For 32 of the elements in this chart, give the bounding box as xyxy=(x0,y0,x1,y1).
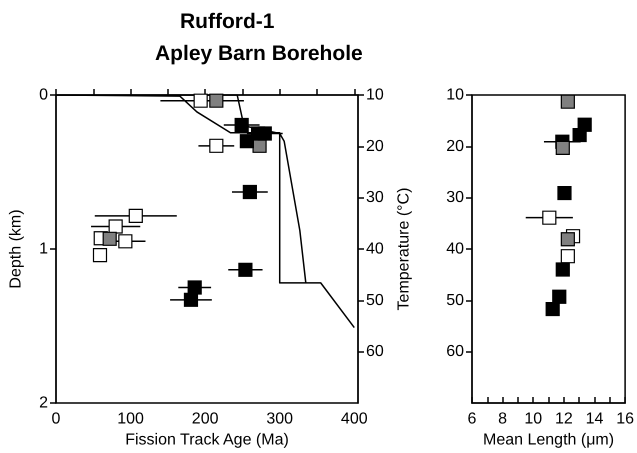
x-tick-label: 200 xyxy=(192,410,219,428)
y-axis-title: Depth (km) xyxy=(8,209,24,289)
y-tick-label: 10 xyxy=(446,86,464,104)
x-tick-label: 100 xyxy=(117,410,144,428)
chart-title: Rufford-1 xyxy=(180,10,275,33)
y2-axis-title: Temperature (°C) xyxy=(396,188,412,310)
y-tick-label: 0 xyxy=(39,86,48,104)
y-tick-label: 40 xyxy=(446,240,464,258)
x-axis-title: Mean Length (μm) xyxy=(483,431,614,448)
y2-tick-label: 20 xyxy=(366,138,384,155)
y2-tick-label: 30 xyxy=(366,189,384,206)
y-tick-label: 20 xyxy=(446,138,464,155)
x-axis-title: Fission Track Age (Ma) xyxy=(125,431,289,448)
x-tick-label: 6 xyxy=(468,410,477,428)
y2-tick-label: 40 xyxy=(366,240,384,258)
y2-tick-label: 50 xyxy=(366,292,384,309)
x-tick-label: 400 xyxy=(340,410,368,428)
chart-subtitle: Apley Barn Borehole xyxy=(155,42,363,65)
y2-tick-label: 60 xyxy=(366,343,384,360)
x-tick-label: 0 xyxy=(52,410,61,428)
x-tick-label: 8 xyxy=(498,410,508,428)
y-tick-label: 2 xyxy=(39,394,48,412)
x-tick-label: 16 xyxy=(616,410,634,428)
x-tick-label: 300 xyxy=(266,410,294,428)
x-tick-label: 12 xyxy=(554,410,573,428)
x-tick-label: 14 xyxy=(586,410,604,428)
y-tick-label: 30 xyxy=(446,189,464,206)
y-tick-label: 1 xyxy=(39,240,48,258)
y-tick-label: 60 xyxy=(446,343,464,360)
y-tick-label: 50 xyxy=(446,292,464,309)
y2-tick-label: 10 xyxy=(366,86,384,104)
x-tick-label: 10 xyxy=(524,410,542,428)
